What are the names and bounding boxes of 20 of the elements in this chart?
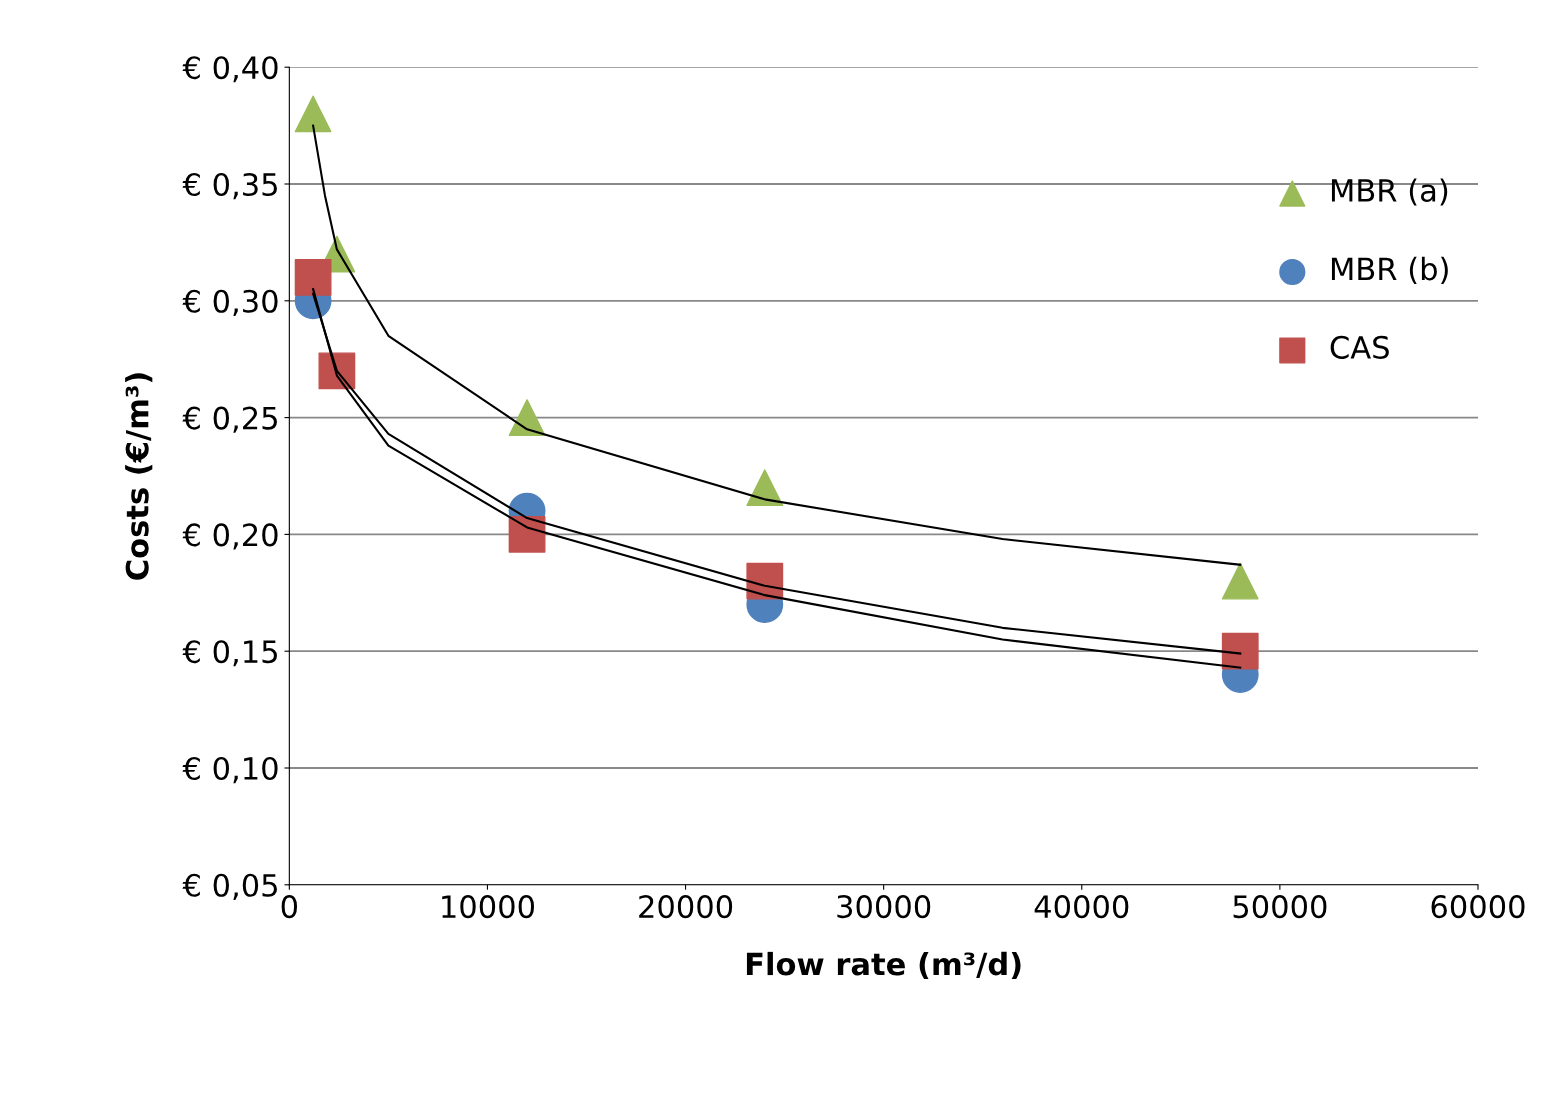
y-tick-label: € 0,20 (182, 523, 278, 550)
x-axis-title: Flow rate (m³/d) (746, 951, 1021, 980)
legend-label: MBR (a) (1331, 178, 1448, 206)
y-tick-label: € 0,10 (182, 756, 278, 784)
x-tick-label: 0 (281, 895, 298, 919)
legend-label: MBR (b) (1331, 256, 1448, 285)
y-tick-label: € 0,25 (182, 406, 277, 433)
x-tick-label: 60000 (1431, 895, 1525, 919)
x-tick-label: 10000 (442, 895, 535, 919)
y-tick-label: € 0,05 (182, 873, 277, 900)
x-tick-label: 20000 (639, 895, 733, 919)
y-tick-label: € 0,40 (182, 56, 278, 83)
x-tick-label: 50000 (1233, 895, 1327, 919)
legend-label: CAS (1330, 335, 1389, 359)
x-tick-label: 30000 (837, 895, 931, 919)
y-axis-title: Costs (€/m³) (125, 373, 153, 580)
x-tick-label: 40000 (1034, 895, 1129, 919)
y-tick-label: € 0,15 (182, 640, 277, 667)
y-tick-label: € 0,35 (182, 172, 277, 200)
y-tick-label: € 0,30 (182, 289, 278, 316)
